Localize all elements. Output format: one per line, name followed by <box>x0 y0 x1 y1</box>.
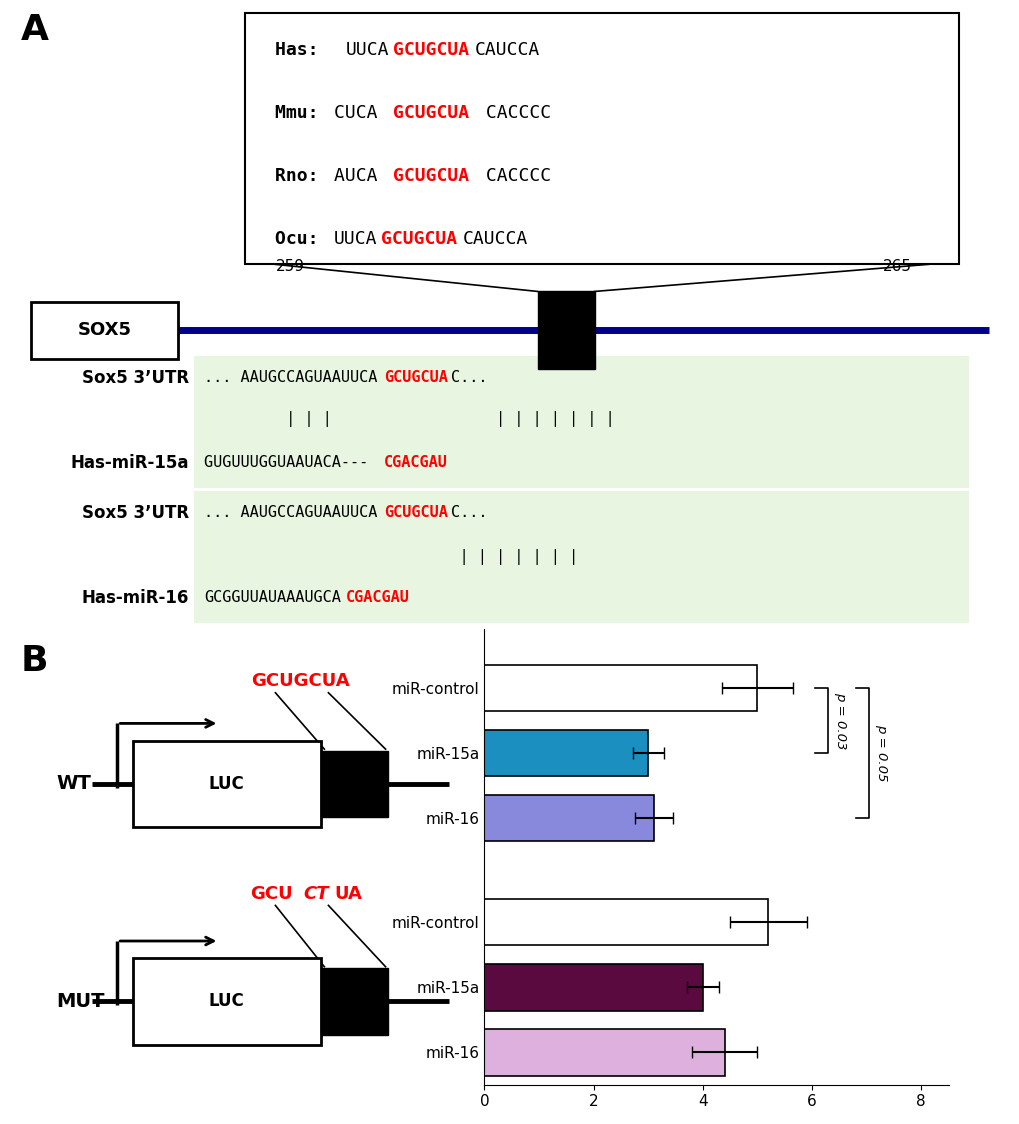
Text: C...: C... <box>450 506 487 520</box>
Bar <box>484 899 767 945</box>
Text: GCU: GCU <box>250 885 292 903</box>
Text: Ocu:: Ocu: <box>275 230 329 248</box>
Bar <box>321 968 387 1035</box>
Text: p = 0.05: p = 0.05 <box>874 724 887 781</box>
Text: GCUGCUA: GCUGCUA <box>392 167 469 185</box>
Bar <box>484 795 653 842</box>
Text: SOX5: SOX5 <box>78 321 131 339</box>
Bar <box>194 355 968 488</box>
Bar <box>484 664 757 711</box>
Text: GCUGCUA: GCUGCUA <box>392 105 469 123</box>
Text: UUCA: UUCA <box>334 230 377 248</box>
Text: Rno:: Rno: <box>275 167 329 185</box>
Text: | | | | | | |: | | | | | | | <box>204 549 578 565</box>
Text: Has:: Has: <box>275 42 340 60</box>
Text: CACCCC: CACCCC <box>475 167 550 185</box>
Text: Has-miR-16: Has-miR-16 <box>82 589 189 607</box>
Text: Mmu:: Mmu: <box>275 105 329 123</box>
Text: GCUGCUA: GCUGCUA <box>381 230 457 248</box>
Text: | | |                  | | | | | | |: | | | | | | | | | | <box>204 410 614 427</box>
Text: CGACGAU: CGACGAU <box>346 590 410 606</box>
Bar <box>484 1028 725 1076</box>
Bar <box>245 12 958 264</box>
Text: AUCA: AUCA <box>334 167 388 185</box>
Text: Has-miR-15a: Has-miR-15a <box>70 454 189 472</box>
Bar <box>484 963 702 1010</box>
Text: GCUGCUA: GCUGCUA <box>252 672 350 690</box>
Text: GCUGCUA: GCUGCUA <box>384 506 447 520</box>
Text: LUC: LUC <box>208 774 245 792</box>
Text: CUCA: CUCA <box>334 105 388 123</box>
Text: CT: CT <box>303 885 328 903</box>
Text: CACCCC: CACCCC <box>475 105 550 123</box>
Text: GCGGUUAUAAAUGCA: GCGGUUAUAAAUGCA <box>204 590 340 606</box>
Text: Sox5 3’UTR: Sox5 3’UTR <box>82 504 189 522</box>
Text: Sox5 3’UTR: Sox5 3’UTR <box>82 369 189 387</box>
Text: GUGUUUGGUAAUACA---: GUGUUUGGUAAUACA--- <box>204 455 377 470</box>
Text: ... AAUGCCAGUAAUUCA: ... AAUGCCAGUAAUUCA <box>204 506 377 520</box>
Text: B: B <box>20 644 48 678</box>
Text: WT: WT <box>56 774 91 794</box>
Text: LUC: LUC <box>208 992 245 1010</box>
Text: CAUCCA: CAUCCA <box>463 230 528 248</box>
Bar <box>194 491 968 623</box>
Bar <box>31 302 178 359</box>
Bar <box>537 291 594 370</box>
Text: p = 0.03: p = 0.03 <box>834 691 846 750</box>
Text: MUT: MUT <box>56 991 105 1010</box>
Text: GCUGCUA: GCUGCUA <box>384 370 447 386</box>
Text: UUCA: UUCA <box>345 42 389 60</box>
Text: 265: 265 <box>882 259 911 274</box>
Text: A: A <box>20 12 48 46</box>
Bar <box>132 959 321 1045</box>
Text: CGACGAU: CGACGAU <box>384 455 447 470</box>
Text: 259: 259 <box>276 259 305 274</box>
Text: ... AAUGCCAGUAAUUCA: ... AAUGCCAGUAAUUCA <box>204 370 377 386</box>
Text: UA: UA <box>334 885 362 903</box>
Bar <box>132 741 321 827</box>
Text: C...: C... <box>450 370 487 386</box>
Text: GCUGCUA: GCUGCUA <box>392 42 469 60</box>
Bar <box>484 729 648 777</box>
Text: CAUCCA: CAUCCA <box>475 42 539 60</box>
Bar <box>321 751 387 817</box>
